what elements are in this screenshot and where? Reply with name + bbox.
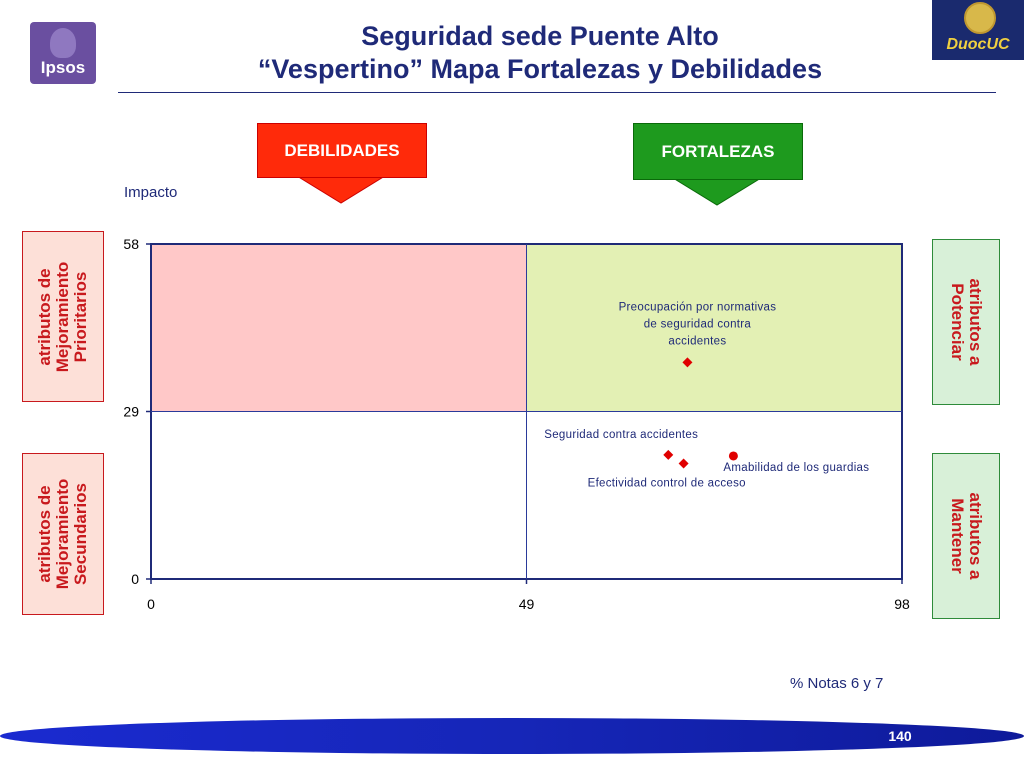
title-line-1: Seguridad sede Puente Alto	[361, 21, 719, 51]
fortalezas-label: FORTALEZAS	[633, 123, 803, 180]
y-tick-label: 0	[131, 571, 139, 587]
data-point-label: accidentes	[668, 335, 726, 347]
side-label-potenciar: atributos a Potenciar	[932, 239, 1000, 405]
duoc-seal-icon	[964, 2, 996, 34]
side-label-mantener: atributos a Mantener	[932, 453, 1000, 619]
quadrant-fortalezas	[526, 244, 902, 412]
quadrant-debilidades	[151, 244, 527, 412]
data-point-label: Seguridad contra accidentes	[544, 429, 698, 441]
x-tick-label: 49	[519, 596, 535, 612]
duoc-logo-text: DuocUC	[946, 36, 1010, 53]
x-axis-label: % Notas 6 y 7	[790, 675, 884, 692]
data-point-label: de seguridad contra	[644, 318, 752, 330]
footer-band	[0, 718, 1024, 754]
side-label-mejoramiento-prioritarios: atributos de Mejoramiento Prioritarios	[22, 231, 104, 402]
data-point-circle	[728, 451, 738, 461]
ipsos-logo-text: Ipsos	[40, 58, 86, 77]
title-line-2: “Vespertino” Mapa Fortalezas y Debilidad…	[257, 54, 823, 84]
side-label-mejoramiento-secundarios: atributos de Mejoramiento Secundarios	[22, 453, 104, 615]
y-axis-label: Impacto	[124, 184, 178, 201]
debilidades-label: DEBILIDADES	[257, 123, 427, 178]
page-number: 140	[888, 728, 912, 744]
ipsos-head-icon	[50, 28, 76, 58]
duoc-logo: DuocUC	[932, 0, 1024, 60]
debilidades-callout: DEBILIDADES	[257, 123, 427, 205]
ipsos-logo: Ipsos	[30, 22, 96, 84]
data-point-diamond	[682, 357, 693, 368]
data-point-label: Preocupación por normativas	[619, 301, 777, 313]
page-title: Seguridad sede Puente Alto “Vespertino” …	[160, 20, 920, 86]
data-point-label: Amabilidad de los guardias	[723, 462, 869, 474]
data-point-label: Efectividad control de acceso	[588, 477, 746, 489]
title-divider	[118, 92, 996, 93]
y-tick-label: 58	[123, 236, 139, 252]
data-point-diamond	[663, 449, 674, 460]
y-tick-label: 29	[123, 404, 139, 420]
data-point-diamond	[678, 458, 689, 469]
fortalezas-callout: FORTALEZAS	[633, 123, 803, 207]
x-tick-label: 0	[147, 596, 155, 612]
x-tick-label: 98	[894, 596, 910, 612]
